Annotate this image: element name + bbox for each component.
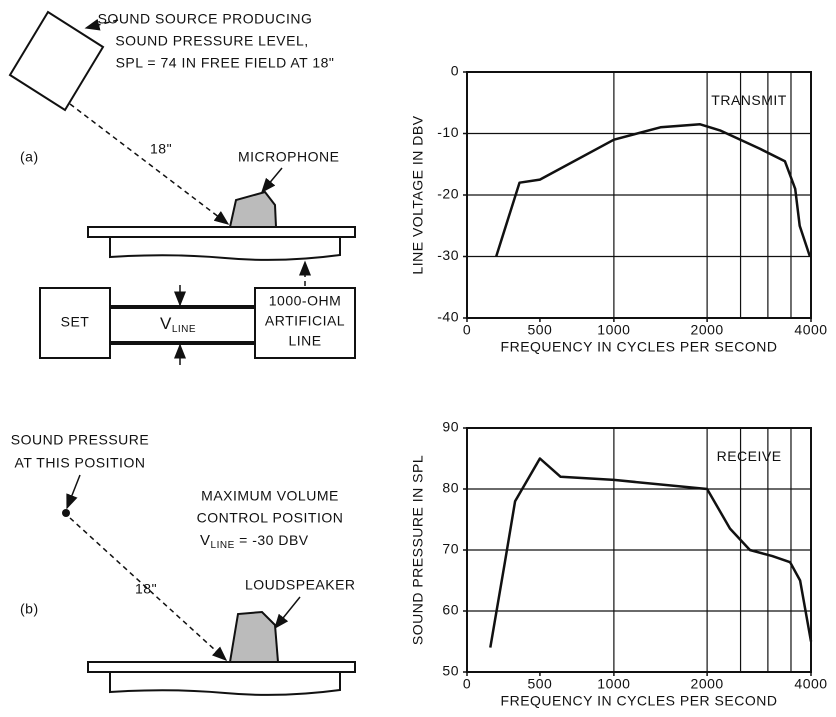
distance-label: 18" [150,141,172,157]
y-axis-label: SOUND PRESSURE IN SPL [410,455,426,645]
panel-label: (b) [20,601,39,617]
v: V [160,314,172,333]
mic-label: MICROPHONE [238,149,339,165]
vline-label: VLINE [160,314,196,334]
x-tick-label: 4000 [794,322,827,338]
source-label: SOUND PRESSURE LEVEL, [115,33,308,49]
vline-label: VLINE = -30 DBV [200,532,309,551]
table-base [110,237,340,260]
table [88,227,355,237]
x-tick-label: 1000 [597,322,630,338]
curve [496,124,810,256]
figure: SOUND SOURCE PRODUCING SOUND PRESSURE LE… [0,0,836,717]
x-tick-label: 1000 [597,676,630,692]
y-tick-label: -10 [437,124,459,140]
x-axis-label: FREQUENCY IN CYCLES PER SECOND [501,693,778,709]
x-tick-label: 2000 [691,322,724,338]
annotation: TRANSMIT [711,92,787,108]
control-label: CONTROL POSITION [197,510,344,526]
source-label: SPL = 74 IN FREE FIELD AT 18" [116,55,335,71]
loudspeaker [230,612,278,662]
distance-label: 18" [135,581,157,597]
y-tick-label: -20 [437,186,459,202]
set-label: SET [61,314,90,330]
table [88,662,355,672]
x-tick-label: 500 [527,676,552,692]
table-base [110,672,340,695]
panel-label: (a) [20,149,39,165]
v: V [200,532,211,549]
x-axis-label: FREQUENCY IN CYCLES PER SECOND [501,339,778,355]
y-tick-label: 50 [442,663,459,679]
pressure-label: AT THIS POSITION [15,455,146,471]
annotation: RECEIVE [717,448,782,464]
rest: = -30 DBV [235,532,309,548]
y-tick-label: 0 [451,63,459,79]
line-box-label: ARTIFICIAL [265,313,345,329]
position-dot [62,509,70,517]
source-label: SOUND SOURCE PRODUCING [98,11,313,27]
y-tick-label: 60 [442,602,459,618]
line-box-label: LINE [288,333,321,349]
x-tick-label: 2000 [691,676,724,692]
diagram-a: SOUND SOURCE PRODUCING SOUND PRESSURE LE… [10,11,355,365]
speaker-label: LOUDSPEAKER [245,577,356,593]
sub: LINE [211,540,235,551]
y-tick-label: -40 [437,309,459,325]
y-tick-label: -30 [437,247,459,263]
arrow [67,475,80,508]
line-box-label: 1000-OHM [269,293,341,309]
y-tick-label: 80 [442,480,459,496]
arrow [262,168,282,192]
control-label: MAXIMUM VOLUME [201,488,339,504]
x-tick-label: 4000 [794,676,827,692]
distance-line [70,104,228,224]
x-tick-label: 0 [463,322,471,338]
curve [490,459,811,648]
y-tick-label: 70 [442,541,459,557]
x-tick-label: 500 [527,322,552,338]
arrow [275,597,300,628]
y-tick-label: 90 [442,419,459,435]
diagram-b: SOUND PRESSURE AT THIS POSITION MAXIMUM … [11,432,356,695]
microphone [230,192,276,227]
x-tick-label: 0 [463,676,471,692]
y-axis-label: LINE VOLTAGE IN DBV [410,115,426,274]
sub: LINE [172,324,196,335]
pressure-label: SOUND PRESSURE [11,432,149,448]
